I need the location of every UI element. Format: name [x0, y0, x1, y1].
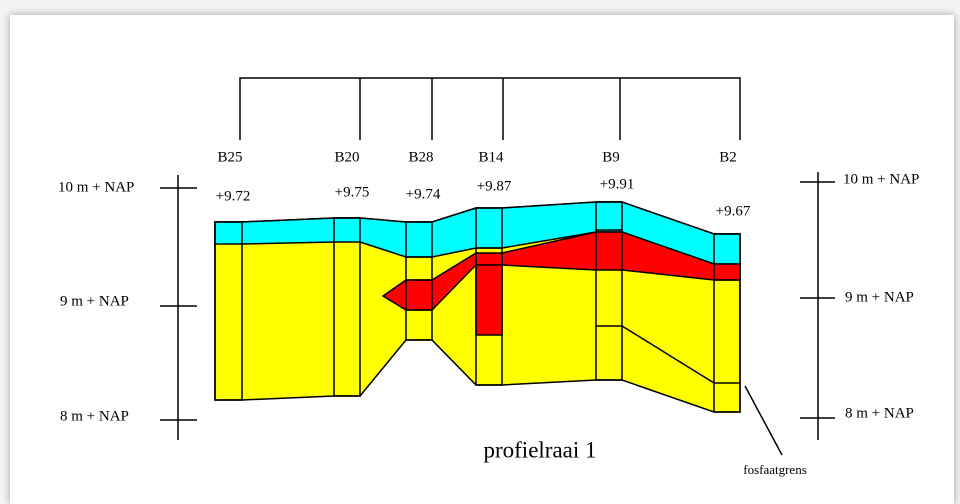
elevation: +9.72	[216, 188, 251, 204]
annotation-pointer	[745, 386, 782, 455]
profile-diagram: B25 B20 B28 B14 B9 B2 +9.72 +9.75 +9.74 …	[0, 0, 960, 504]
elevation: +9.67	[716, 203, 751, 219]
borehole-label: B20	[334, 149, 359, 165]
elevation: +9.75	[335, 184, 370, 200]
borehole-label: B2	[719, 149, 737, 165]
scale-label: 9 m + NAP	[845, 289, 914, 305]
page: B25 B20 B28 B14 B9 B2 +9.72 +9.75 +9.74 …	[0, 0, 960, 504]
right-scale	[800, 172, 835, 440]
borehole-label: B28	[408, 149, 433, 165]
elevation: +9.91	[600, 176, 635, 192]
elevation: +9.74	[406, 186, 441, 202]
borehole-label: B14	[478, 149, 504, 165]
borehole-label: B9	[602, 149, 620, 165]
elevation: +9.87	[477, 178, 512, 194]
scale-label: 9 m + NAP	[60, 293, 129, 309]
borehole-label: B25	[217, 149, 242, 165]
scale-label: 10 m + NAP	[843, 171, 919, 187]
annotation: fosfaatgrens	[743, 462, 807, 477]
scale-label: 10 m + NAP	[58, 179, 134, 195]
title: profielraai 1	[483, 437, 596, 462]
scale-label: 8 m + NAP	[845, 405, 914, 421]
scale-label: 8 m + NAP	[60, 408, 129, 424]
left-scale	[160, 175, 197, 440]
bracket	[240, 78, 740, 140]
